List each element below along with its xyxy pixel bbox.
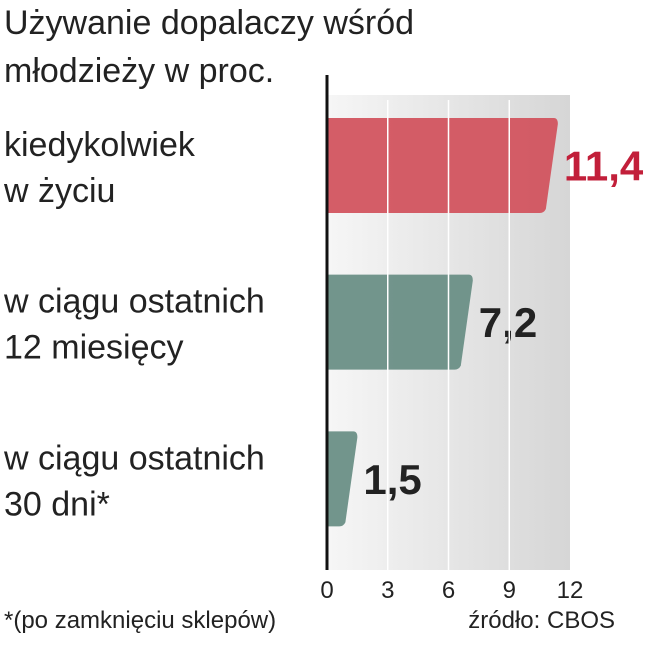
chart-title: młodzieży w proc.: [4, 52, 274, 90]
value-label: 11,4: [564, 143, 644, 190]
bar: [327, 118, 558, 213]
x-tick-label: 12: [557, 577, 584, 604]
x-tick-label: 9: [503, 577, 516, 604]
x-tick-label: 3: [381, 577, 394, 604]
category-label: w ciągu ostatnich: [3, 439, 265, 477]
category-label: kiedykolwiek: [4, 126, 196, 164]
category-label: 12 miesięcy: [4, 329, 184, 367]
category-label: 30 dni*: [4, 485, 110, 523]
x-tick-label: 0: [320, 577, 333, 604]
source: źródło: CBOS: [468, 607, 615, 634]
chart-title: Używanie dopalaczy wśród: [4, 4, 414, 42]
category-label: w ciągu ostatnich: [3, 283, 265, 321]
value-label: 7,2: [479, 299, 537, 346]
bar: [327, 274, 473, 370]
bar: [327, 431, 358, 527]
value-label: 1,5: [363, 456, 421, 503]
footnote: *(po zamknięciu sklepów): [4, 607, 276, 634]
category-label: w życiu: [3, 172, 115, 210]
x-tick-label: 6: [442, 577, 455, 604]
